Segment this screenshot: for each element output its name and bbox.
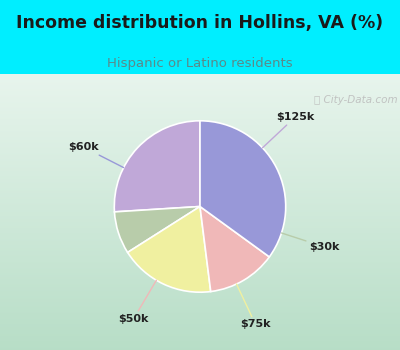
Text: ⓘ City-Data.com: ⓘ City-Data.com (314, 95, 398, 105)
Wedge shape (114, 206, 200, 252)
Wedge shape (114, 121, 200, 212)
Wedge shape (128, 206, 211, 292)
Text: Income distribution in Hollins, VA (%): Income distribution in Hollins, VA (%) (16, 14, 384, 32)
Text: Hispanic or Latino residents: Hispanic or Latino residents (107, 57, 293, 70)
Wedge shape (200, 206, 269, 292)
Text: $50k: $50k (118, 280, 156, 324)
Text: $60k: $60k (69, 142, 124, 168)
Text: $125k: $125k (262, 112, 314, 148)
Wedge shape (200, 121, 286, 257)
Text: $30k: $30k (282, 233, 339, 252)
Text: $75k: $75k (236, 284, 271, 329)
